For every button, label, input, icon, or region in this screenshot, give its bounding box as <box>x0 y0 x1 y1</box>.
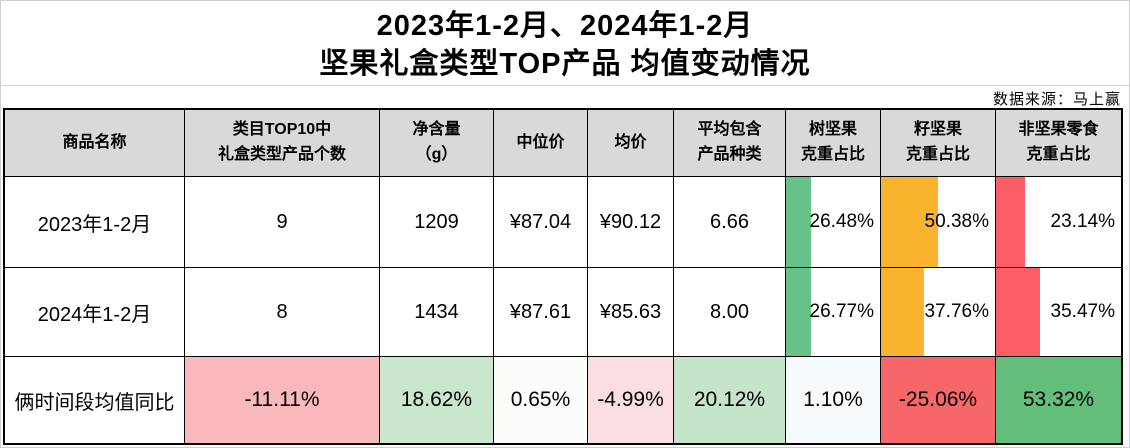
cell-2024-tree-nut-share: 26.77% <box>786 268 881 357</box>
data-bar-orange <box>881 177 939 267</box>
header-cell-net-weight: 净含量 （g） <box>380 110 494 177</box>
cell-yoy-non-nut-share: 53.32% <box>996 357 1121 443</box>
cell-2023-top10-count: 9 <box>185 177 380 268</box>
cell-2024-seed-nut-share: 37.76% <box>881 268 996 357</box>
cell-2024-non-nut-share: 35.47% <box>996 268 1121 357</box>
cell-2024-net-weight: 1434 <box>380 268 494 357</box>
cell-2024-avg-varieties: 8.00 <box>674 268 786 357</box>
header-cell-avg-varieties: 平均包含 产品种类 <box>674 110 786 177</box>
cell-2023-tree-nut-share: 26.48% <box>786 177 881 268</box>
cell-2023-avg-varieties: 6.66 <box>674 177 786 268</box>
bar-value: 26.48% <box>809 211 874 232</box>
data-bar-red <box>996 268 1041 356</box>
cell-2023-median-price: ¥87.04 <box>494 177 588 268</box>
cell-2023-non-nut-share: 23.14% <box>996 177 1121 268</box>
bar-value: 37.76% <box>924 301 989 322</box>
row-label-2024: 2024年1-2月 <box>5 268 185 357</box>
cell-2023-net-weight: 1209 <box>380 177 494 268</box>
gridline <box>1 85 1129 86</box>
cell-2024-top10-count: 8 <box>185 268 380 357</box>
cell-yoy-avg-varieties: 20.12% <box>674 357 786 443</box>
row-label-2023: 2023年1-2月 <box>5 177 185 268</box>
header-cell-top10-count: 类目TOP10中 礼盒类型产品个数 <box>185 110 380 177</box>
cell-yoy-tree-nut-share: 1.10% <box>786 357 881 443</box>
data-bar-green <box>786 268 812 356</box>
header-cell-non-nut-share: 非坚果零食 克重占比 <box>996 110 1121 177</box>
header-cell-product-name: 商品名称 <box>5 110 185 177</box>
cell-2023-avg-price: ¥90.12 <box>588 177 674 268</box>
header-cell-seed-nut-share: 籽坚果 克重占比 <box>881 110 996 177</box>
data-source: 数据来源：马上赢 <box>992 91 1121 108</box>
bar-value: 50.38% <box>924 211 989 232</box>
data-bar-red <box>996 177 1025 267</box>
header-cell-avg-price: 均价 <box>588 110 674 177</box>
cell-2024-avg-price: ¥85.63 <box>588 268 674 357</box>
data-bar-green <box>786 177 811 267</box>
page-title-line1: 2023年1-2月、2024年1-2月 <box>376 10 754 42</box>
cell-2024-median-price: ¥87.61 <box>494 268 588 357</box>
title-block: 2023年1-2月、2024年1-2月 坚果礼盒类型TOP产品 均值变动情况 <box>1 7 1129 83</box>
header-cell-tree-nut-share: 树坚果 克重占比 <box>786 110 881 177</box>
cell-yoy-avg-price: -4.99% <box>588 357 674 443</box>
bar-value: 26.77% <box>809 301 874 322</box>
cell-yoy-median-price: 0.65% <box>494 357 588 443</box>
cell-2023-seed-nut-share: 50.38% <box>881 177 996 268</box>
page-title-line2: 坚果礼盒类型TOP产品 均值变动情况 <box>319 48 811 80</box>
bar-value: 23.14% <box>1050 211 1115 232</box>
cell-yoy-seed-nut-share: -25.06% <box>881 357 996 443</box>
data-table: 商品名称 类目TOP10中 礼盒类型产品个数 净含量 （g） 中位价 均价 平均… <box>3 108 1123 445</box>
bar-value: 35.47% <box>1050 301 1115 322</box>
cell-yoy-top10-count: -11.11% <box>185 357 380 443</box>
header-cell-median-price: 中位价 <box>494 110 588 177</box>
cell-yoy-net-weight: 18.62% <box>380 357 494 443</box>
row-label-yoy: 俩时间段均值同比 <box>5 357 185 443</box>
data-bar-orange <box>881 268 925 356</box>
